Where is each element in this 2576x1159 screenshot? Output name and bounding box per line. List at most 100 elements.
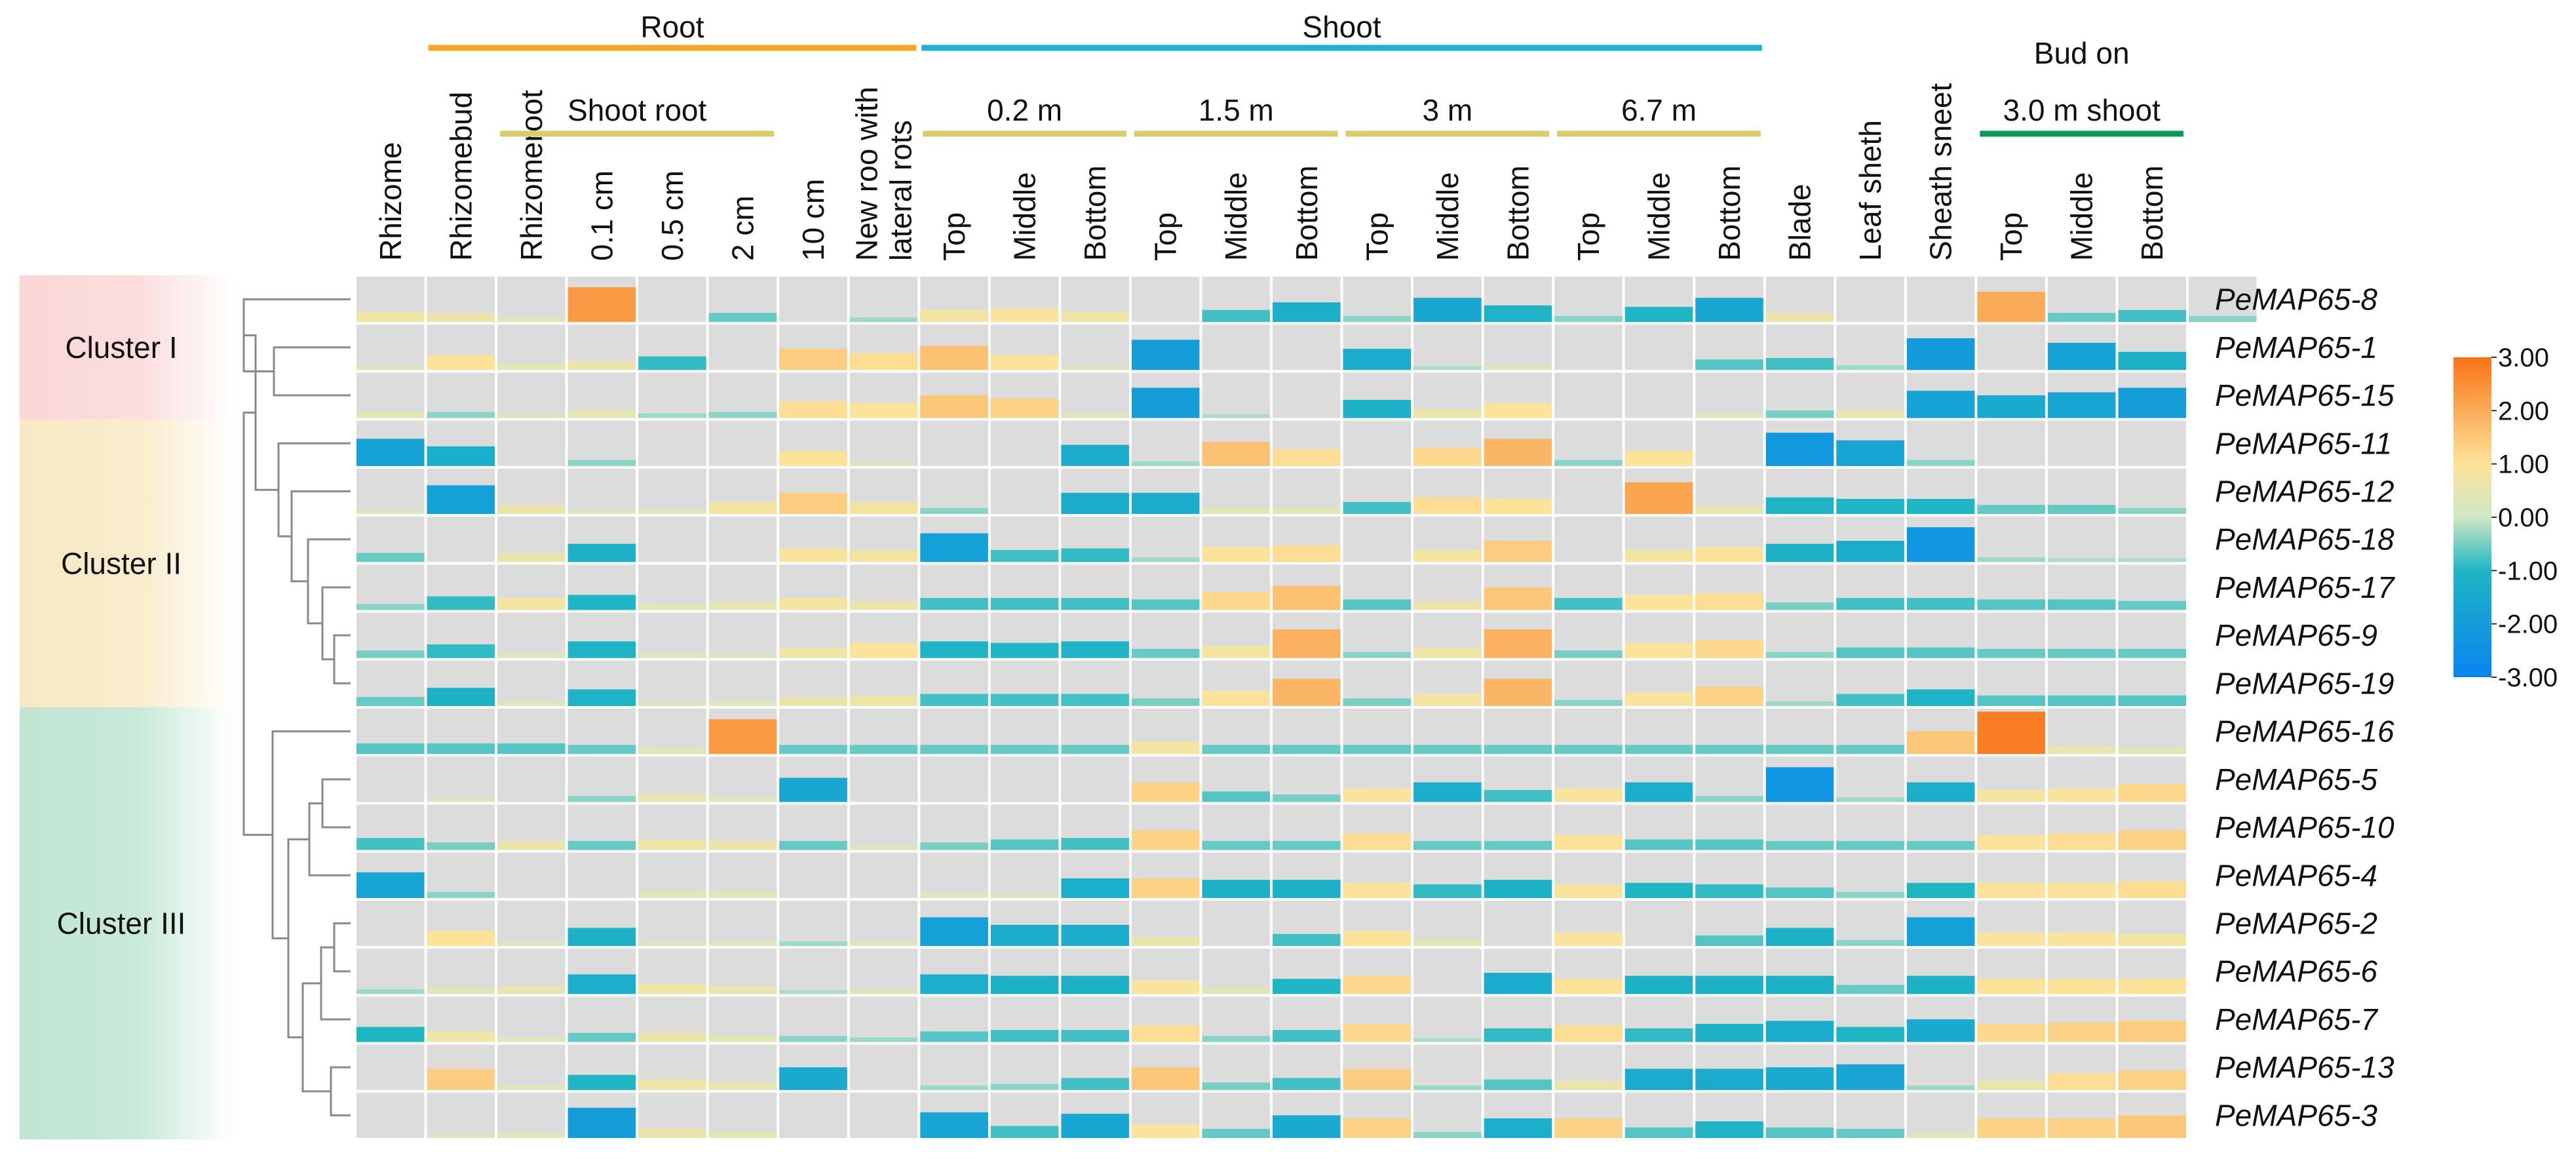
value-bar [779,840,847,850]
value-bar [779,745,847,755]
value-bar [779,1036,847,1042]
value-bar [990,1126,1059,1138]
value-bar [1977,711,2045,755]
value-bar [1343,1023,1412,1042]
column-label: Bottom [2135,165,2169,261]
heatmap-cell [497,1044,566,1090]
value-bar [1906,882,1975,898]
value-bar [1484,499,1552,515]
value-bar [1413,298,1482,323]
value-bar [920,1031,988,1042]
value-bar [356,697,425,706]
value-bar [1977,932,2045,947]
value-bar [990,694,1059,706]
value-bar [2047,648,2116,658]
value-bar [1836,694,1904,706]
value-bar [356,412,425,418]
value-bar [1061,878,1129,898]
value-bar [849,501,918,515]
value-bar [1061,745,1129,755]
dendrogram-branch [333,634,351,684]
value-bar [1765,840,1834,850]
value-bar [1695,839,1763,850]
value-bar [497,743,566,755]
value-bar [1624,782,1693,802]
value-bar [2047,392,2116,418]
value-bar [708,892,777,898]
dendrogram-branch [330,1066,351,1116]
heatmap-cell [1695,420,1763,466]
value-bar [1765,1021,1834,1042]
value-bar [638,1129,706,1138]
group-header-label: Shoot [1302,10,1381,44]
value-bar [638,1032,706,1042]
value-bar [1343,882,1412,898]
value-bar [990,975,1059,994]
value-bar [1343,833,1412,850]
value-bar [1977,648,2045,658]
value-bar [920,745,988,755]
heatmap-cell [1624,324,1693,370]
value-bar [990,355,1059,370]
value-bar [1836,647,1904,658]
dendrogram-branch [308,802,351,876]
value-bar [1977,505,2045,515]
value-bar [1273,1030,1341,1042]
heatmap-cell [567,420,636,466]
gene-label: PeMAP65-5 [2215,762,2377,796]
value-bar [1413,939,1482,947]
value-bar [1906,391,1975,418]
heatmap-cell [1765,612,1834,658]
heatmap-cell [1202,372,1270,418]
value-bar [1343,349,1412,370]
heatmap-cell [849,420,918,466]
gene-label: PeMAP65-8 [2215,283,2377,317]
heatmap-cell [497,852,566,898]
value-bar [1906,598,1975,610]
column-label: lateral rots [884,120,918,261]
value-bar [567,1074,636,1090]
heatmap-cell [920,852,988,898]
value-bar [567,1032,636,1042]
heatmap-cell [638,372,706,418]
heatmap-cell [2118,420,2186,466]
value-bar [427,1134,495,1138]
gene-label: PeMAP65-12 [2215,475,2394,509]
value-bar [427,596,495,610]
value-bar [2047,313,2116,323]
column-label: Middle [1008,172,1042,261]
value-bar [1484,745,1552,755]
heatmap-cell [638,660,706,706]
value-bar [356,872,425,898]
value-bar [497,986,566,994]
value-bar [1695,745,1763,755]
value-bar [1061,444,1129,466]
heatmap-cell [638,277,706,323]
heatmap-cell [638,900,706,947]
gene-label: PeMAP65-11 [2215,426,2392,460]
value-bar [1202,309,1270,323]
value-bar [427,743,495,755]
value-bar [1624,882,1693,898]
value-bar [920,1112,988,1138]
value-bar [1765,543,1834,562]
sub-header-label: 0.2 m [987,93,1062,127]
column-label: Rhizomeroot [514,90,548,261]
value-bar [1765,767,1834,802]
value-bar [1131,461,1200,466]
heatmap-cell [567,852,636,898]
value-bar [1202,880,1270,898]
value-bar [2047,505,2116,515]
value-bar [1131,648,1200,658]
heatmap-cell [1765,660,1834,706]
heatmap-cell [779,277,847,323]
value-bar [567,543,636,562]
value-bar [990,1030,1059,1042]
heatmap-cell [1343,612,1412,658]
value-bar [356,989,425,994]
value-bar [1765,410,1834,418]
value-bar [638,356,706,370]
value-bar [990,745,1059,755]
heatmap-cell [2118,517,2186,562]
